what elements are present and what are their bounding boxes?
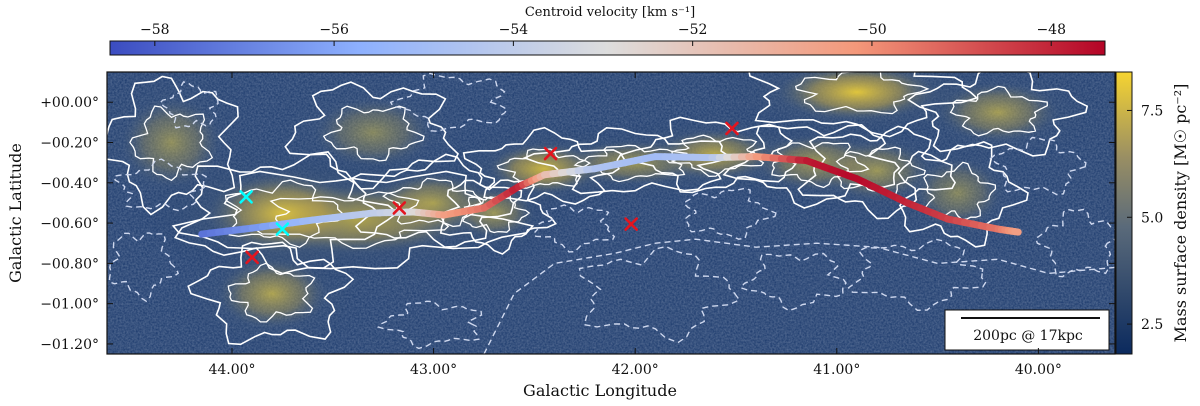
x-tick-label: 40.00° [1015, 362, 1062, 378]
density-tick-label: 5.0 [1141, 210, 1163, 226]
source-marker [624, 217, 638, 231]
contour-low [159, 81, 219, 129]
contour-high [722, 123, 901, 209]
density-tick-label: 2.5 [1141, 317, 1163, 333]
y-tick-label: −00.40° [40, 176, 99, 192]
x-axis-label: Galactic Longitude [523, 381, 677, 400]
x-tick-label: 42.00° [612, 362, 659, 378]
velocity-colorbar-ticks: −58 −56 −54 −52 −50 −48 [140, 22, 1066, 46]
y-tick-label: −00.80° [40, 256, 99, 272]
velocity-colorbar: Centroid velocity [km s⁻¹] −58 −56 −54 −52−… [109, 5, 1106, 56]
contour-low [578, 245, 741, 344]
contour-low [739, 252, 847, 312]
y-tick-label: −00.60° [40, 216, 99, 232]
spine-segment [1011, 228, 1022, 236]
contour-high [462, 126, 623, 205]
contour-high [382, 177, 485, 228]
contour-high [897, 141, 1029, 248]
contour-high [255, 191, 450, 249]
contour-high [794, 72, 930, 115]
contour-high [496, 148, 591, 189]
contour-low [108, 232, 180, 303]
contour-high [923, 161, 997, 221]
y-axis: +00.00° −00.20° −00.40° −00.60° −00.80° −01.0… [40, 95, 1115, 353]
contour-high [620, 116, 797, 194]
velocity-tick-label: −48 [1036, 22, 1066, 38]
emission-clump [313, 97, 434, 168]
contour-high [748, 72, 979, 138]
contour-high [107, 75, 239, 216]
source-marker [275, 222, 290, 236]
x-tick-label: 41.00° [813, 362, 860, 378]
velocity-tick-label: −52 [678, 22, 708, 38]
velocity-tick-label: −50 [857, 22, 887, 38]
source-marker [725, 121, 739, 136]
contour-high [187, 241, 355, 346]
x-tick-label: 44.00° [208, 362, 255, 378]
velocity-colorbar-label: Centroid velocity [km s⁻¹] [525, 5, 695, 20]
scalebar-box [944, 309, 1110, 351]
contour-high [227, 262, 316, 323]
density-colorbar: 2.5 5.0 7.5 Mass surface density [M☉ pc⁻²] [1115, 71, 1190, 355]
contour-low [989, 136, 1087, 196]
y-tick-label: −01.20° [40, 337, 99, 353]
source-marker [543, 146, 558, 161]
density-colorbar-label: Mass surface density [M☉ pc⁻²] [1171, 84, 1190, 343]
contour-low [377, 300, 483, 350]
contour-high [573, 144, 689, 183]
plot-frame [106, 71, 1116, 355]
contour-high [949, 85, 1048, 137]
contour-high [284, 81, 459, 190]
source-marker [239, 190, 253, 204]
contour-low [1035, 208, 1115, 278]
contour-high [906, 72, 1089, 157]
y-axis-label: Galactic Latitude [6, 143, 25, 283]
y-tick-label: −00.20° [40, 136, 99, 152]
contour-low [389, 72, 508, 133]
emission-clump [454, 188, 535, 238]
contour-high [129, 105, 214, 182]
source-markers [239, 121, 739, 265]
y-tick-label: +00.00° [40, 95, 99, 111]
velocity-tick-label: −58 [140, 22, 170, 38]
contour-high [173, 151, 399, 275]
contour-high [522, 126, 729, 195]
velocity-tick-label: −56 [319, 22, 349, 38]
contour-low [682, 187, 777, 240]
source-marker [392, 201, 407, 215]
contour-low [113, 158, 208, 212]
contour-high [322, 105, 425, 162]
density-colorbar-bar [1115, 71, 1133, 355]
contour-low [847, 238, 987, 312]
velocity-tick-label: −54 [499, 22, 529, 38]
x-tick-label: 43.00° [410, 362, 457, 378]
x-axis: 44.00° 43.00° 42.00° 41.00° 40.00° [208, 72, 1062, 378]
density-tick-label: 7.5 [1141, 103, 1163, 119]
contour-low [483, 238, 1115, 354]
density-colorbar-ticks: 2.5 5.0 7.5 [1127, 103, 1163, 333]
contour-high [771, 142, 870, 189]
plot-area: 200pc @ 17kpc 44.00° 43.00° 42.00° 41.00° 40… [6, 71, 1116, 400]
contour-high [835, 146, 926, 197]
scalebar-label: 200pc @ 17kpc [973, 328, 1083, 344]
y-tick-label: −01.00° [40, 297, 99, 313]
source-marker [245, 250, 259, 265]
velocity-colorbar-bar [109, 40, 1106, 56]
contour-high [224, 179, 347, 248]
scalebar: 200pc @ 17kpc [944, 309, 1110, 351]
